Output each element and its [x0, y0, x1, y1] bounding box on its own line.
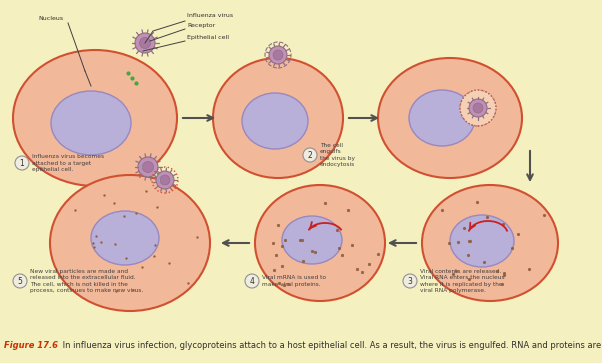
Ellipse shape	[242, 93, 308, 149]
Text: Viral contents are released.
Viral RNA enters the nucleus
where it is replicated: Viral contents are released. Viral RNA e…	[420, 269, 504, 293]
Ellipse shape	[450, 215, 514, 267]
Circle shape	[15, 156, 29, 170]
Ellipse shape	[378, 58, 522, 178]
Text: Receptor: Receptor	[187, 23, 216, 28]
Circle shape	[156, 171, 174, 189]
Text: Influenza virus: Influenza virus	[187, 13, 233, 18]
Text: Influenza virus becomes
attached to a target
epithelial cell.: Influenza virus becomes attached to a ta…	[32, 154, 104, 172]
Ellipse shape	[409, 90, 475, 146]
Circle shape	[138, 157, 158, 177]
Text: Nucleus: Nucleus	[38, 16, 63, 21]
Circle shape	[273, 50, 283, 60]
Circle shape	[473, 103, 483, 113]
Text: New viral particles are made and
released into the extracellular fluid.
The cell: New viral particles are made and release…	[30, 269, 143, 293]
Circle shape	[13, 274, 27, 288]
Ellipse shape	[13, 50, 177, 186]
Circle shape	[303, 148, 317, 162]
Text: 4: 4	[250, 277, 255, 286]
Ellipse shape	[213, 58, 343, 178]
Circle shape	[135, 33, 155, 53]
Text: 1: 1	[20, 159, 24, 167]
Circle shape	[469, 99, 487, 117]
Ellipse shape	[141, 163, 151, 171]
Circle shape	[245, 274, 259, 288]
Circle shape	[269, 46, 287, 64]
Text: Figure 17.6: Figure 17.6	[4, 340, 58, 350]
Circle shape	[143, 162, 154, 172]
Ellipse shape	[282, 216, 342, 264]
Text: 2: 2	[308, 151, 312, 159]
Circle shape	[140, 37, 150, 49]
Ellipse shape	[91, 211, 159, 265]
Text: In influenza virus infection, glycoproteins attach to a host epithelial cell. As: In influenza virus infection, glycoprote…	[60, 340, 602, 350]
Circle shape	[403, 274, 417, 288]
Text: Epithelial cell: Epithelial cell	[187, 35, 229, 40]
Text: Viral mRNA is used to
make viral proteins.: Viral mRNA is used to make viral protein…	[262, 275, 326, 287]
Text: The cell
engulfs
the virus by
endocytosis: The cell engulfs the virus by endocytosi…	[320, 143, 355, 167]
Circle shape	[460, 90, 496, 126]
Text: 5: 5	[17, 277, 22, 286]
Circle shape	[160, 175, 170, 185]
Text: 3: 3	[408, 277, 412, 286]
Ellipse shape	[255, 185, 385, 301]
Ellipse shape	[158, 176, 167, 184]
Ellipse shape	[50, 175, 210, 311]
Ellipse shape	[422, 185, 558, 301]
Ellipse shape	[51, 91, 131, 155]
